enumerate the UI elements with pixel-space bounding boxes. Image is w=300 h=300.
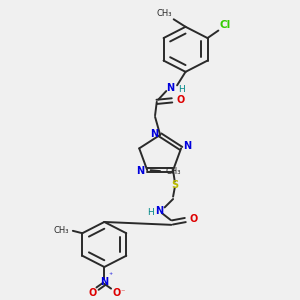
- Text: CH₃: CH₃: [53, 226, 69, 235]
- Text: S: S: [171, 180, 178, 190]
- Text: Cl: Cl: [219, 20, 230, 30]
- Text: O: O: [189, 214, 198, 224]
- Text: O: O: [112, 287, 120, 298]
- Text: N: N: [155, 206, 164, 216]
- Text: N: N: [100, 277, 108, 287]
- Text: H: H: [147, 208, 154, 217]
- Text: N: N: [136, 166, 145, 176]
- Text: O: O: [176, 95, 184, 105]
- Text: O: O: [88, 287, 97, 298]
- Text: ⁺: ⁺: [108, 271, 112, 280]
- Text: CH₃: CH₃: [165, 167, 181, 176]
- Text: H: H: [178, 85, 184, 94]
- Text: N: N: [150, 129, 158, 139]
- Text: ⁻: ⁻: [121, 287, 125, 296]
- Text: N: N: [183, 141, 191, 151]
- Text: CH₃: CH₃: [157, 9, 172, 18]
- Text: N: N: [166, 83, 174, 93]
